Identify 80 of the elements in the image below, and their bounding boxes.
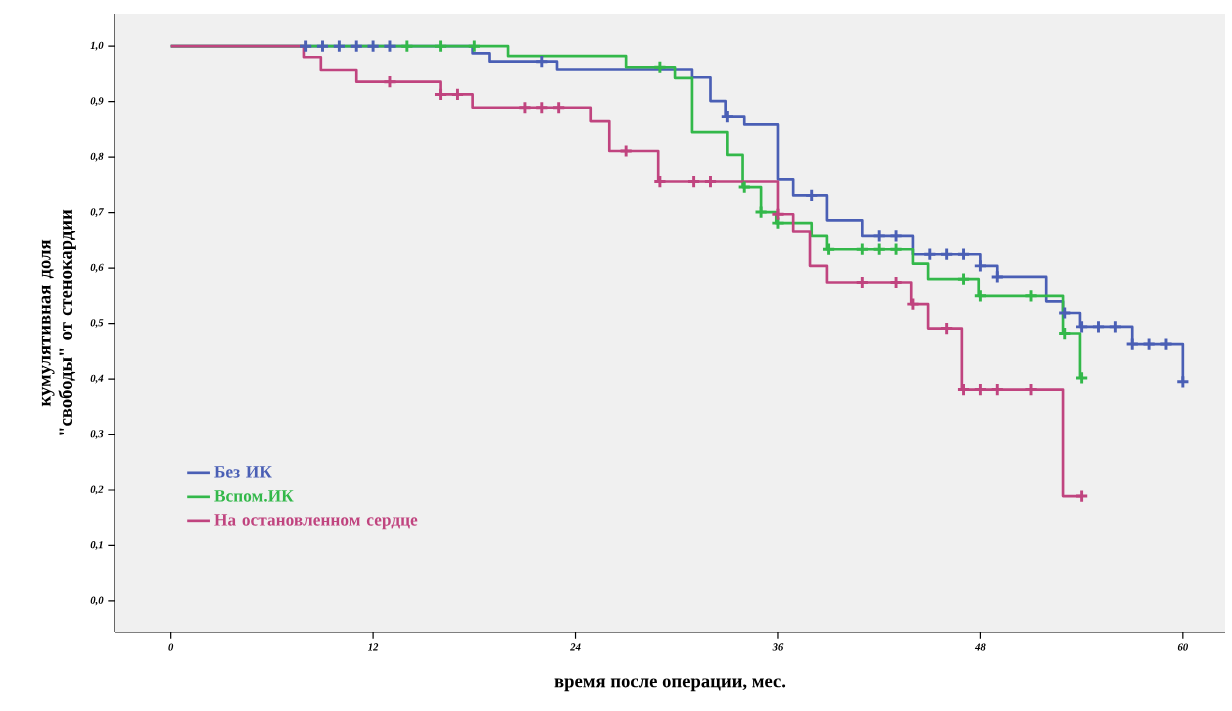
y-tick-label: 0,6 [90, 263, 104, 273]
point [888, 275, 904, 290]
y-tick-label: 0,2 [90, 485, 104, 495]
point [1158, 337, 1174, 352]
y-tick-label: 1,0 [90, 41, 104, 51]
y-tick-label: 0,8 [90, 152, 104, 162]
x-tick-label: 60 [1177, 643, 1188, 651]
x-tick-label: 48 [974, 643, 986, 651]
point [1091, 319, 1106, 334]
point [517, 100, 532, 115]
point [467, 39, 482, 54]
point [956, 382, 971, 397]
point [332, 39, 347, 54]
point [366, 39, 381, 54]
point [1023, 382, 1039, 397]
point [315, 39, 330, 54]
x-tick-label: 36 [772, 643, 784, 651]
point [433, 87, 448, 102]
point [1074, 319, 1089, 334]
point [619, 143, 634, 159]
point [382, 74, 398, 89]
point [382, 39, 398, 54]
legend-label: На остановленном сердце [214, 514, 418, 530]
point [754, 204, 769, 220]
point [1057, 326, 1072, 341]
x-tick-label: 24 [570, 643, 581, 651]
point [872, 228, 887, 243]
point [872, 242, 887, 257]
y-axis-title: кумулятивная доля "свободы" от стенокардии [41, 209, 76, 435]
y-tick-label: 0,3 [90, 430, 104, 439]
point [686, 174, 701, 189]
point [973, 288, 988, 303]
point [737, 180, 752, 195]
point [956, 247, 971, 262]
point [922, 247, 937, 262]
point [956, 272, 971, 287]
x-tick-label: 12 [368, 643, 379, 651]
point [1142, 337, 1157, 352]
x-axis-title: время после операции, мес. [554, 678, 786, 692]
point [433, 39, 448, 54]
y-tick-label: 0,5 [90, 319, 104, 328]
point [821, 242, 836, 257]
point [973, 382, 988, 397]
point [349, 39, 364, 54]
point [1057, 305, 1072, 321]
point [888, 228, 904, 243]
point [770, 207, 786, 222]
point [450, 87, 465, 102]
point [888, 242, 904, 257]
point [855, 275, 870, 290]
point [551, 100, 566, 115]
point [855, 242, 870, 257]
legend-label: Вспом.ИК [214, 490, 294, 502]
point [1023, 288, 1039, 303]
point [298, 39, 313, 54]
point [703, 174, 718, 189]
point [990, 269, 1005, 285]
point [905, 297, 920, 312]
point [652, 60, 667, 75]
point [399, 39, 414, 54]
point [534, 54, 549, 69]
y-tick-label: 0,7 [90, 208, 104, 217]
point [534, 100, 549, 115]
point [1108, 319, 1123, 334]
point [939, 321, 954, 336]
legend-label: Без ИК [214, 466, 272, 478]
y-tick-label: 0,1 [90, 541, 103, 550]
point [652, 174, 667, 189]
point [1125, 337, 1140, 352]
point [804, 188, 819, 203]
y-tick-label: 0,9 [90, 97, 104, 107]
point [990, 382, 1005, 397]
point [720, 109, 735, 124]
x-tick-label: 0 [168, 643, 174, 651]
point [1175, 374, 1190, 389]
y-tick-label: 0,0 [90, 596, 104, 606]
y-tick-label: 0,4 [90, 374, 104, 384]
point [939, 247, 954, 262]
point [1074, 489, 1089, 504]
point [973, 258, 988, 273]
